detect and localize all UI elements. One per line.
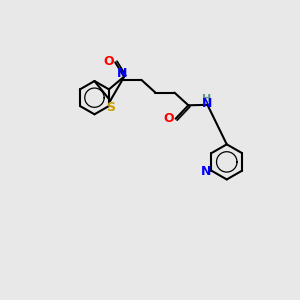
Text: S: S xyxy=(106,100,115,114)
Text: O: O xyxy=(103,55,114,68)
Text: N: N xyxy=(202,97,213,110)
Text: N: N xyxy=(201,165,211,178)
Text: N: N xyxy=(117,67,128,80)
Text: H: H xyxy=(202,94,211,103)
Text: O: O xyxy=(164,112,174,125)
